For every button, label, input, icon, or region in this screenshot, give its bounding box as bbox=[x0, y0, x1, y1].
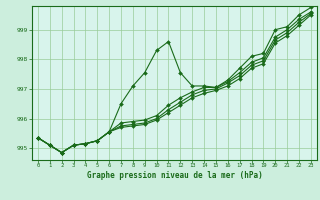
X-axis label: Graphe pression niveau de la mer (hPa): Graphe pression niveau de la mer (hPa) bbox=[86, 171, 262, 180]
